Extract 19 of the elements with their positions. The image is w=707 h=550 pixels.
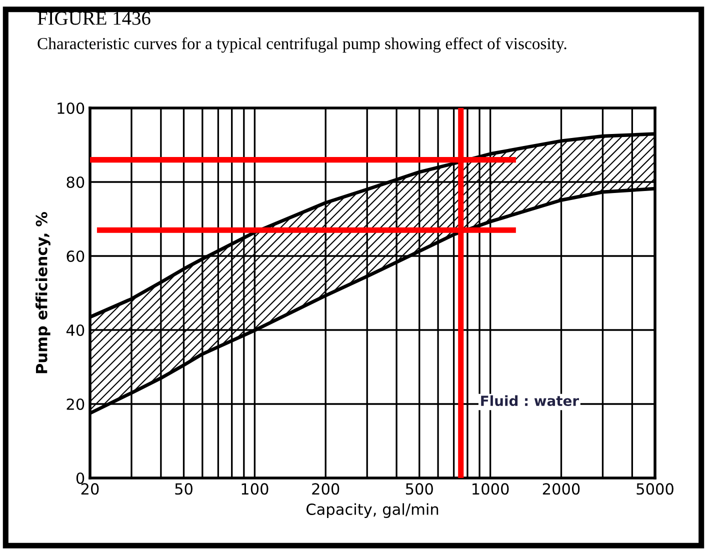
- x-tick-label: 100: [242, 483, 268, 495]
- x-tick-label: 20: [81, 483, 99, 495]
- x-tick-label: 5000: [636, 483, 674, 495]
- annotation: Fluid : water: [481, 395, 579, 406]
- x-tick-label: 2000: [542, 483, 580, 495]
- chart-subtitle: Characteristic curves for a typical centrifugal pump showing effect of viscosity.: [38, 37, 566, 53]
- y-tick-label: 0: [76, 472, 84, 484]
- y-tick-label: 100: [58, 102, 84, 114]
- x-tick-label: 50: [175, 483, 192, 495]
- y-axis-title: Pump efficiency, %: [36, 212, 50, 374]
- y-tick-label: 60: [66, 250, 84, 262]
- y-tick-label: 20: [66, 398, 84, 410]
- x-axis-title: Capacity, gal/min: [306, 503, 438, 518]
- chart-title: FIGURE 1436: [38, 12, 150, 25]
- x-tick-label: 200: [312, 483, 340, 495]
- x-tick-label: 1000: [472, 483, 509, 495]
- x-tick-label: 500: [406, 483, 433, 495]
- y-tick-label: 40: [66, 324, 84, 336]
- y-tick-label: 80: [66, 176, 84, 188]
